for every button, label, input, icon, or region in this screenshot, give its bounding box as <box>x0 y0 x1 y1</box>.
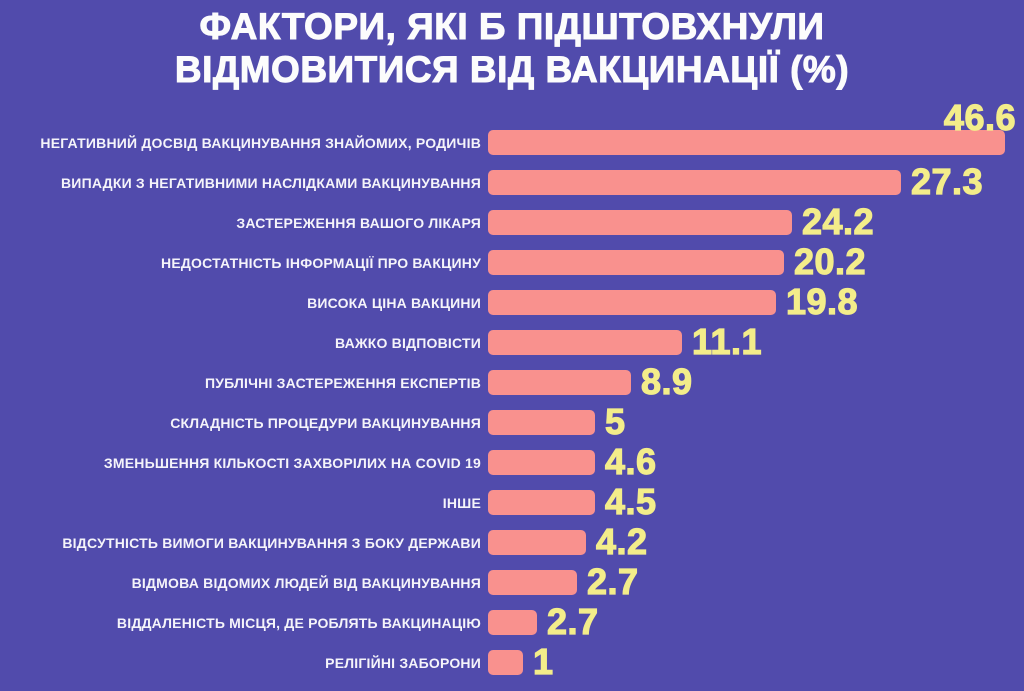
chart-row: НЕДОСТАТНІСТЬ ІНФОРМАЦІЇ ПРО ВАКЦИНУ 20.2 <box>0 242 1024 281</box>
bar <box>488 170 901 195</box>
category-label: ВИСОКА ЦІНА ВАКЦИНИ <box>307 294 481 311</box>
value-label: 4.2 <box>595 521 648 562</box>
category-label: НЕДОСТАТНІСТЬ ІНФОРМАЦІЇ ПРО ВАКЦИНУ <box>161 254 481 271</box>
category-label: СКЛАДНІСТЬ ПРОЦЕДУРИ ВАКЦИНУВАННЯ <box>170 414 481 431</box>
category-label: ЗМЕНЬШЕННЯ КІЛЬКОСТІ ЗАХВОРІЛИХ НА COVID… <box>103 454 481 471</box>
category-label: ВАЖКО ВІДПОВІСТИ <box>334 334 481 351</box>
value-label: 46.6 <box>943 97 1016 138</box>
category-label: ІНШЕ <box>442 494 481 511</box>
chart-row: ВІДСУТНІСТЬ ВИМОГИ ВАКЦИНУВАННЯ З БОКУ Д… <box>0 522 1024 561</box>
category-label: ВИПАДКИ З НЕГАТИВНИМИ НАСЛІДКАМИ ВАКЦИНУ… <box>61 174 481 191</box>
chart-row: ІНШЕ 4.5 <box>0 482 1024 521</box>
chart-row: ЗАСТЕРЕЖЕННЯ ВАШОГО ЛІКАРЯ 24.2 <box>0 202 1024 241</box>
bar <box>488 650 523 675</box>
value-label: 4.6 <box>604 441 657 482</box>
value-label: 4.5 <box>604 481 657 522</box>
bar <box>488 210 792 235</box>
chart-row: РЕЛІГІЙНІ ЗАБОРОНИ 1 <box>0 642 1024 681</box>
value-label: 19.8 <box>785 281 859 322</box>
value-label: 20.2 <box>793 241 867 282</box>
bar <box>488 130 1005 155</box>
category-label: ВІДСУТНІСТЬ ВИМОГИ ВАКЦИНУВАННЯ З БОКУ Д… <box>62 534 481 551</box>
category-label: ВІДДАЛЕНІСТЬ МІСЦЯ, ДЕ РОБЛЯТЬ ВАКЦИНАЦІ… <box>116 614 481 631</box>
bar <box>488 530 586 555</box>
value-label: 11.1 <box>691 321 763 362</box>
category-label: ПУБЛІЧНІ ЗАСТЕРЕЖЕННЯ ЕКСПЕРТІВ <box>204 374 481 391</box>
bar <box>488 610 537 635</box>
chart-row: ВІДМОВА ВІДОМИХ ЛЮДЕЙ ВІД ВАКЦИНУВАННЯ 2.… <box>0 562 1024 601</box>
chart-row: СКЛАДНІСТЬ ПРОЦЕДУРИ ВАКЦИНУВАННЯ 5 <box>0 402 1024 441</box>
bar <box>488 410 595 435</box>
bar <box>488 330 682 355</box>
bar <box>488 490 595 515</box>
category-label: ВІДМОВА ВІДОМИХ ЛЮДЕЙ ВІД ВАКЦИНУВАННЯ <box>131 574 481 591</box>
chart-row: ЗМЕНЬШЕННЯ КІЛЬКОСТІ ЗАХВОРІЛИХ НА COVID… <box>0 442 1024 481</box>
chart-row: НЕГАТИВНИЙ ДОСВІД ВАКЦИНУВАННЯ ЗНАЙОМИХ,… <box>0 98 1024 155</box>
value-label: 5 <box>604 401 626 442</box>
chart-row: ВАЖКО ВІДПОВІСТИ 11.1 <box>0 322 1024 361</box>
chart-row: ПУБЛІЧНІ ЗАСТЕРЕЖЕННЯ ЕКСПЕРТІВ 8.9 <box>0 362 1024 401</box>
chart-title-line-2: ВІДМОВИТИСЯ ВІД ВАКЦИНАЦІЇ (%) <box>174 49 850 91</box>
bar <box>488 250 784 275</box>
value-label: 2.7 <box>546 601 599 642</box>
value-label: 27.3 <box>910 161 984 202</box>
category-label: НЕГАТИВНИЙ ДОСВІД ВАКЦИНУВАННЯ ЗНАЙОМИХ,… <box>40 134 481 151</box>
chart-row: ВИПАДКИ З НЕГАТИВНИМИ НАСЛІДКАМИ ВАКЦИНУ… <box>0 162 1024 201</box>
category-label: ЗАСТЕРЕЖЕННЯ ВАШОГО ЛІКАРЯ <box>236 214 481 231</box>
value-label: 8.9 <box>640 361 693 402</box>
bar <box>488 370 631 395</box>
value-label: 24.2 <box>801 201 875 242</box>
category-label: РЕЛІГІЙНІ ЗАБОРОНИ <box>325 654 481 671</box>
chart-row: ВІДДАЛЕНІСТЬ МІСЦЯ, ДЕ РОБЛЯТЬ ВАКЦИНАЦІ… <box>0 602 1024 641</box>
chart-title: ФАКТОРИ, ЯКІ Б ПІДШТОВХНУЛИ ВІДМОВИТИСЯ … <box>0 5 1024 91</box>
bar <box>488 450 595 475</box>
bar <box>488 290 776 315</box>
value-label: 1 <box>532 641 554 682</box>
value-label: 2.7 <box>586 561 639 602</box>
chart-title-line-1: ФАКТОРИ, ЯКІ Б ПІДШТОВХНУЛИ <box>199 6 825 48</box>
chart-row: ВИСОКА ЦІНА ВАКЦИНИ 19.8 <box>0 282 1024 321</box>
bar-chart: НЕГАТИВНИЙ ДОСВІД ВАКЦИНУВАННЯ ЗНАЙОМИХ,… <box>0 98 1024 690</box>
bar <box>488 570 577 595</box>
